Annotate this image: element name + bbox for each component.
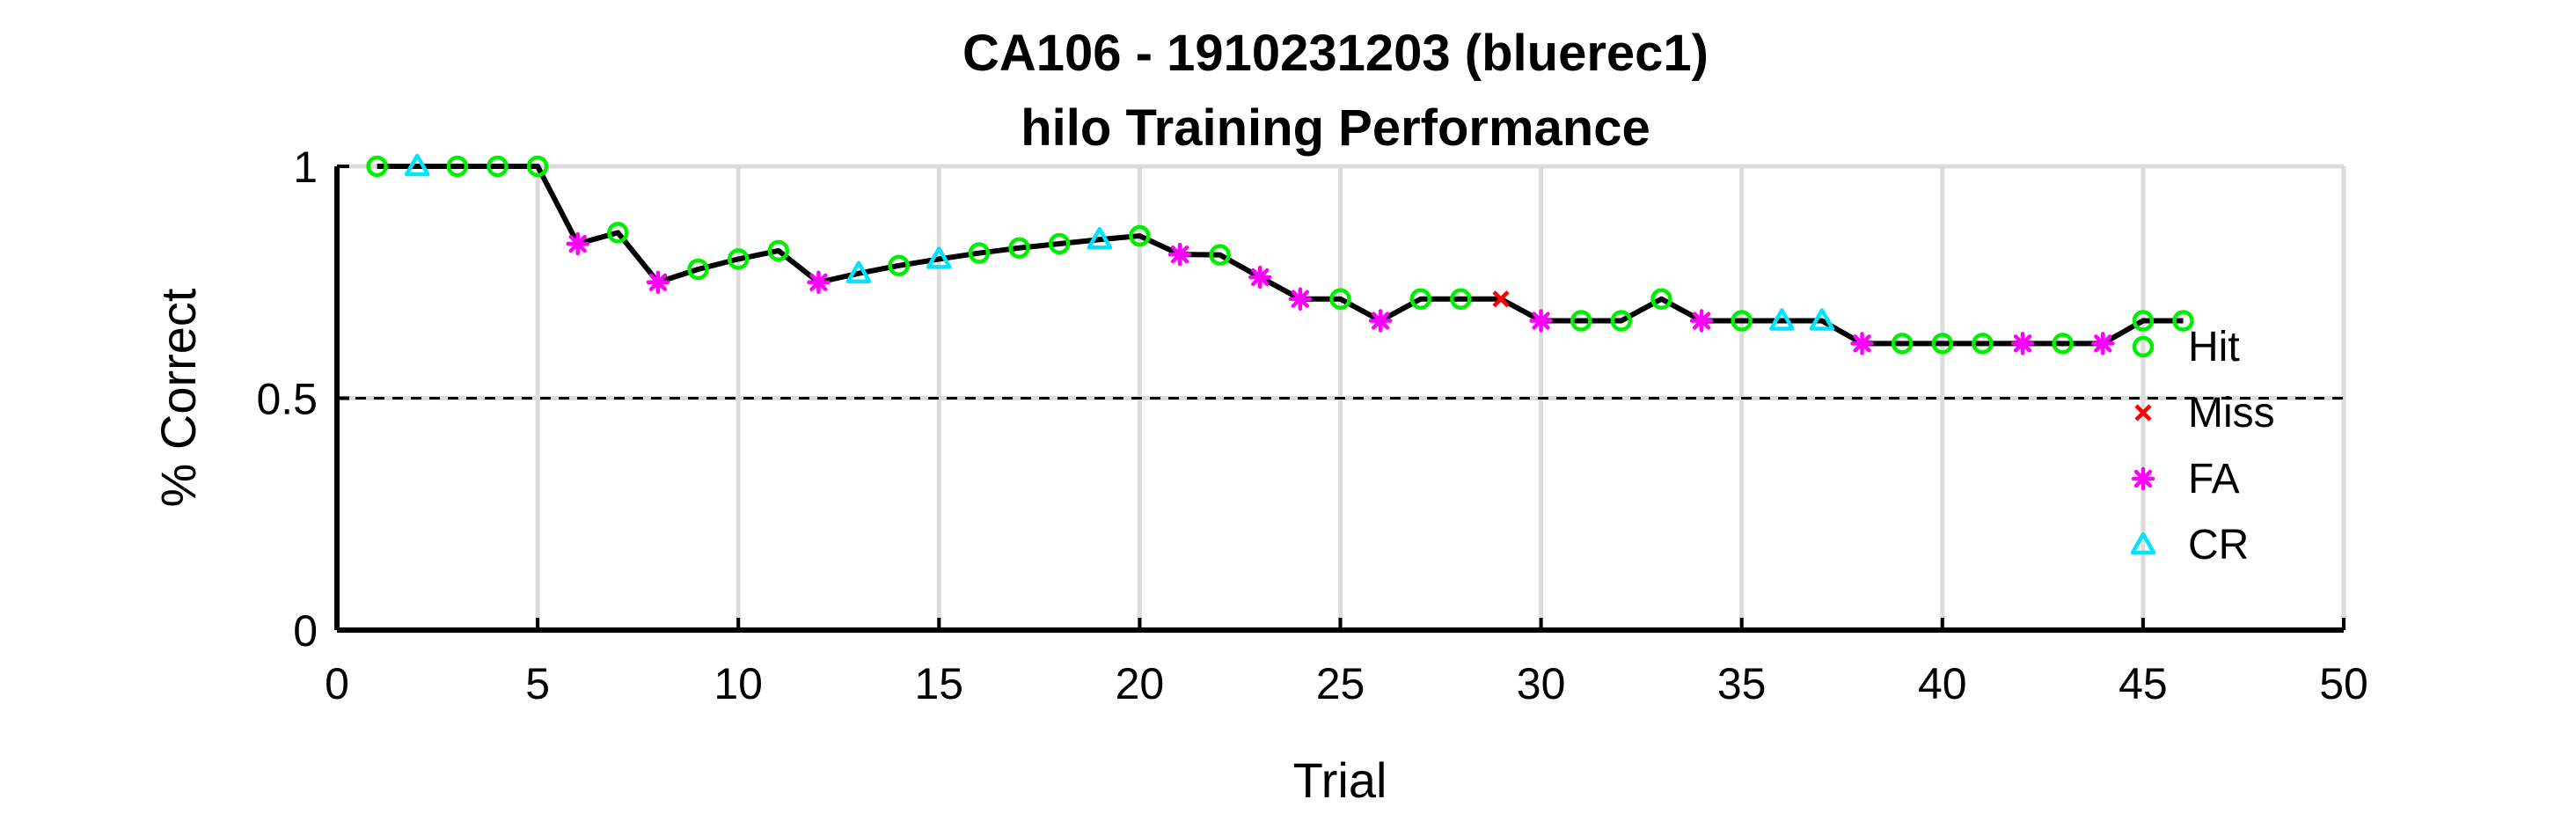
- trial-marker-hit: [1129, 224, 1151, 247]
- performance-line: [377, 164, 2184, 347]
- y-tick-label: 0: [293, 606, 318, 656]
- trial-marker-hit: [2132, 310, 2155, 332]
- trial-marker-fa: [1850, 332, 1874, 356]
- y-axis-label: % Correct: [150, 288, 206, 507]
- x-axis-ticks: 0 5 10 15 20 25 30 35 40 45 50: [325, 618, 2368, 708]
- x-tick-label: 35: [1717, 659, 1767, 708]
- x-tick-label: 20: [1116, 659, 1165, 708]
- trial-marker-fa: [807, 270, 831, 294]
- trial-marker-cr: [845, 260, 872, 283]
- trial-marker-hit: [2052, 333, 2074, 355]
- x-tick-label: 15: [914, 659, 963, 708]
- legend-label: Miss: [2188, 390, 2275, 436]
- legend-marker-fa: [2131, 466, 2155, 491]
- trial-marker-hit: [526, 155, 549, 178]
- trial-marker-hit: [487, 155, 509, 178]
- trial-marker-fa: [1248, 265, 1272, 290]
- trial-marker-hit: [727, 248, 750, 270]
- x-tick-label: 10: [714, 659, 763, 708]
- legend-item-cr: CR: [2130, 522, 2249, 568]
- trial-marker-fa: [2010, 332, 2035, 356]
- trial-marker-hit: [687, 258, 709, 281]
- x-tick-label: 5: [525, 659, 550, 708]
- x-tick-label: 40: [1918, 659, 1967, 708]
- trial-marker-hit: [1891, 333, 1914, 355]
- trial-marker-hit: [1450, 288, 1472, 310]
- trial-marker-hit: [1570, 310, 1592, 332]
- trial-marker-hit: [607, 222, 629, 244]
- trial-marker-fa: [1167, 242, 1192, 267]
- x-tick-label: 45: [2119, 659, 2168, 708]
- trial-marker-hit: [1209, 244, 1231, 266]
- x-tick-label: 25: [1316, 659, 1365, 708]
- legend: Hit Miss FA CR: [2130, 324, 2275, 568]
- trial-marker-hit: [767, 239, 790, 262]
- trial-marker-cr: [926, 246, 952, 269]
- trial-marker-hit: [1008, 237, 1030, 260]
- y-tick-label: 1: [293, 143, 318, 192]
- trial-marker-hit: [1409, 288, 1431, 310]
- legend-item-hit: Hit: [2132, 324, 2240, 370]
- trial-marker-hit: [1931, 333, 1954, 355]
- x-tick-label: 0: [325, 659, 349, 708]
- trial-marker-cr: [1809, 308, 1835, 331]
- trial-marker-cr: [1769, 308, 1795, 331]
- trial-marker-fa: [1368, 309, 1393, 333]
- trial-marker-hit: [2172, 310, 2194, 332]
- y-tick-label: 0.5: [256, 375, 318, 424]
- trial-marker-hit: [366, 155, 388, 178]
- x-tick-label: 50: [2319, 659, 2368, 708]
- legend-marker-miss: [2134, 404, 2152, 422]
- chart-subtitle: hilo Training Performance: [1021, 99, 1650, 157]
- trial-marker-fa: [646, 270, 670, 294]
- legend-marker-hit: [2132, 335, 2155, 358]
- trial-marker-cr: [1087, 227, 1113, 250]
- trial-marker-hit: [446, 155, 469, 178]
- legend-item-miss: Miss: [2134, 390, 2275, 436]
- legend-label: Hit: [2188, 324, 2240, 370]
- legend-item-fa: FA: [2131, 456, 2240, 502]
- chart-title: CA106 - 1910231203 (bluerec1): [962, 25, 1709, 82]
- trial-marker-fa: [566, 231, 589, 256]
- trial-marker-hit: [888, 254, 910, 277]
- trial-marker-fa: [1529, 309, 1553, 333]
- trial-marker-miss: [1492, 290, 1510, 308]
- legend-marker-cr: [2130, 532, 2156, 555]
- trial-marker-hit: [1610, 310, 1633, 332]
- trial-marker-cr: [404, 153, 430, 177]
- legend-label: FA: [2188, 456, 2240, 502]
- trial-marker-hit: [1731, 310, 1753, 332]
- trial-marker-hit: [1329, 288, 1351, 310]
- trial-marker-fa: [1689, 309, 1714, 333]
- trial-markers: [366, 153, 2194, 356]
- trial-marker-hit: [1048, 232, 1071, 255]
- trial-marker-hit: [1650, 288, 1672, 310]
- x-axis-label: Trial: [1293, 752, 1387, 808]
- trial-marker-hit: [1972, 333, 1994, 355]
- x-tick-label: 30: [1517, 659, 1566, 708]
- legend-label: CR: [2188, 522, 2249, 568]
- trial-marker-hit: [968, 242, 991, 264]
- y-axis-ticks: 00.51: [256, 143, 349, 656]
- trial-marker-fa: [2091, 332, 2115, 356]
- trial-marker-fa: [1288, 287, 1313, 311]
